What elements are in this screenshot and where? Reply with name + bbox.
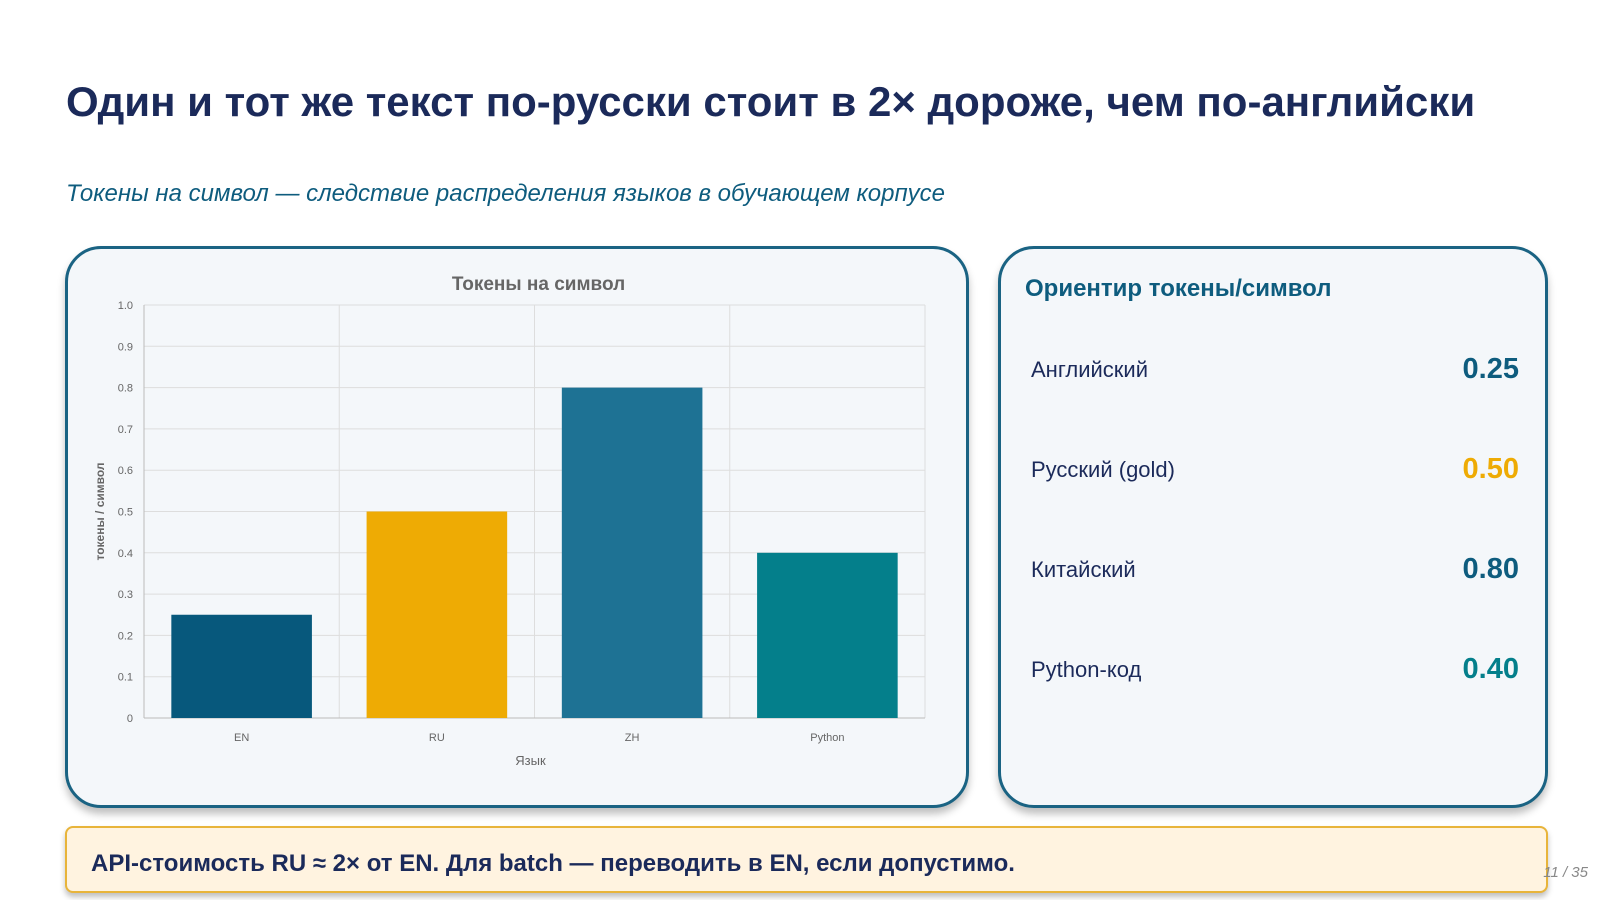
chart-title: Токены на символ [452,274,625,295]
bar-en [171,614,312,718]
reference-panel: Ориентир токены/символ Английский 0.25 Р… [998,246,1548,808]
chart-panel: 0 0.1 0.2 0.3 0.4 0.5 0.6 0.7 0.8 0.9 1.0 EN RU ZH Pyt… [65,246,969,808]
y-tick-label: 1.0 [118,300,133,312]
y-tick-label: 0.5 [118,507,133,519]
callout-note: API-стоимость RU ≈ 2× от EN. Для batch —… [65,826,1548,893]
bar-python [757,552,898,718]
reference-row-english: Английский 0.25 [1031,351,1519,391]
reference-label: Английский [1031,357,1148,382]
reference-label: Python-код [1031,657,1142,682]
reference-value: 0.50 [1462,453,1519,485]
x-tick-label: RU [429,732,445,744]
reference-row-russian: Русский (gold) 0.50 [1031,451,1519,491]
x-tick-label: ZH [625,732,640,744]
y-tick-label: 0.4 [118,548,133,560]
slide-title: Один и тот же текст по-русски стоит в 2×… [66,78,1476,125]
slide-subtitle: Токены на символ — следствие распределен… [66,180,946,207]
bar-chart: 0 0.1 0.2 0.3 0.4 0.5 0.6 0.7 0.8 0.9 1.0 EN RU ZH Pyt… [93,274,926,768]
reference-row-python: Python-код 0.40 [1031,651,1519,691]
y-tick-label: 0.8 [118,383,133,395]
page-number: 11 / 35 [1543,864,1588,881]
bar-zh [561,387,703,718]
reference-row-chinese: Китайский 0.80 [1031,551,1519,591]
callout-text: API-стоимость RU ≈ 2× от EN. Для batch —… [91,850,1015,877]
reference-value: 0.40 [1462,653,1519,685]
y-tick-label: 0.9 [118,341,133,353]
y-axis-title: токены / символ [93,462,107,560]
reference-title: Ориентир токены/символ [1025,275,1332,302]
reference-value: 0.25 [1462,353,1519,385]
x-tick-label: EN [234,732,249,744]
y-tick-label: 0.1 [118,672,133,684]
y-tick-label: 0.3 [118,589,133,601]
reference-value: 0.80 [1462,553,1519,585]
y-tick-label: 0.2 [118,630,133,642]
y-tick-label: 0 [127,713,133,725]
y-tick-label: 0.7 [118,424,133,436]
x-tick-label: Python [810,732,844,744]
bar-ru [366,511,508,718]
y-tick-label: 0.6 [118,465,133,477]
reference-label: Китайский [1031,557,1136,582]
x-axis-title: Язык [515,753,546,768]
reference-label: Русский (gold) [1031,457,1175,482]
